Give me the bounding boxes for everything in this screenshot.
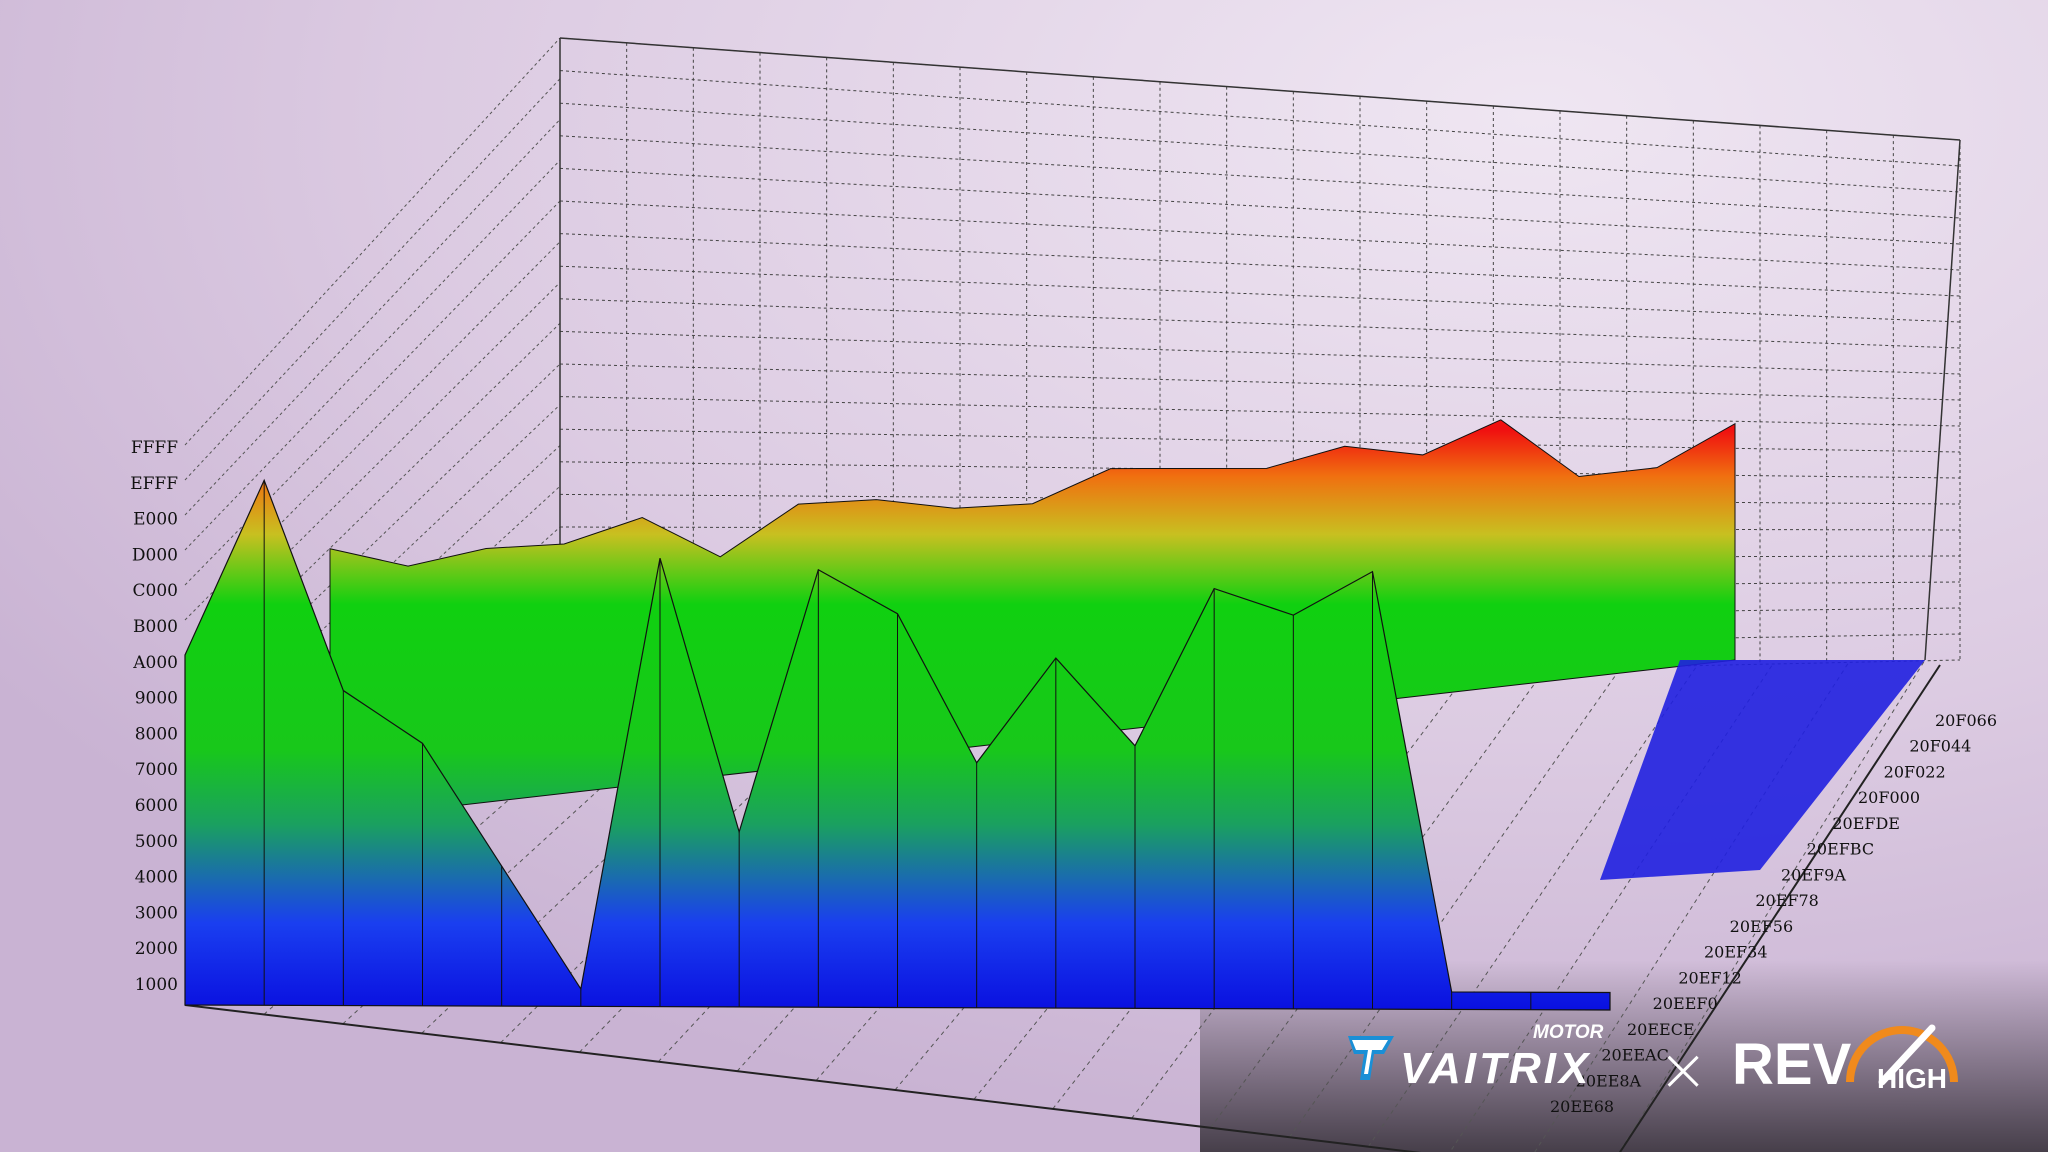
grid-line <box>559 396 1961 427</box>
y-tick-label: 20EF78 <box>1755 891 1819 910</box>
grid-line <box>1367 664 1698 1147</box>
vaitrix-wordmark: VAITRIX <box>1400 1044 1591 1093</box>
z-tick-label: 2000 <box>135 939 178 959</box>
y-tick-label: 20EEF0 <box>1653 994 1718 1013</box>
grid-line <box>184 159 561 551</box>
axis-line <box>559 37 1961 141</box>
y-tick-label: 20F066 <box>1935 711 1997 730</box>
z-tick-label: 5000 <box>135 832 178 852</box>
y-tick-label: 20EF12 <box>1678 968 1742 987</box>
z-tick-label: 1000 <box>135 975 178 995</box>
y-tick-label: 20EECE <box>1627 1020 1695 1039</box>
y-tick-label: 20EF9A <box>1781 865 1846 884</box>
z-tick-label: 4000 <box>135 868 178 888</box>
vaitrix-emblem-icon <box>1348 1036 1394 1080</box>
z-tick-label: B000 <box>133 617 178 637</box>
y-tick-label: 20F022 <box>1884 762 1946 781</box>
grid-line <box>184 37 561 446</box>
z-tick-label: 3000 <box>135 903 178 923</box>
axis-line <box>184 1004 1422 1152</box>
grid-line <box>1618 659 1926 1152</box>
collab-separator: × <box>1658 1035 1708 1105</box>
grid-line <box>1449 663 1774 1152</box>
grid-line <box>184 119 561 516</box>
z-axis-ticks: 1000 2000 3000 4000 5000 6000 7000 8000 9000 A000… <box>130 438 178 995</box>
z-tick-label: 7000 <box>135 760 178 780</box>
vaitrix-logo: MOTOR VAITRIX × <box>1348 1022 1708 1105</box>
z-tick-label: A000 <box>132 653 178 673</box>
axis-line <box>1924 139 1961 661</box>
y-tick-label: 20EF56 <box>1730 917 1794 936</box>
z-tick-label: 6000 <box>135 796 178 816</box>
z-tick-label: E000 <box>133 510 178 530</box>
axis-line <box>1618 664 1941 1152</box>
grid-line <box>1210 668 1547 1129</box>
gauge-icon <box>1846 1024 1958 1086</box>
grid-line <box>1289 666 1623 1138</box>
y-tick-label: 20EF34 <box>1704 943 1768 962</box>
vaitrix-prefix: MOTOR <box>1533 1022 1604 1043</box>
z-tick-label: C000 <box>133 581 178 601</box>
z-tick-label: 9000 <box>135 689 178 709</box>
y-tick-label: 20F044 <box>1909 737 1971 756</box>
high-wordmark: HIGH <box>1877 1063 1947 1094</box>
revhigh-logo: REV HIGH <box>1732 1024 1958 1097</box>
surface-floor-zero <box>1600 660 1925 880</box>
rev-wordmark: REV <box>1732 1032 1852 1097</box>
y-tick-label: 20F000 <box>1858 788 1920 807</box>
y-tick-label: 20EE8A <box>1576 1071 1642 1090</box>
z-tick-label: D000 <box>132 545 178 565</box>
z-tick-label: 8000 <box>135 724 178 744</box>
grid-line <box>184 241 561 621</box>
y-tick-label: 20EEAC <box>1601 1046 1669 1065</box>
y-tick-label: 20EE68 <box>1550 1097 1614 1116</box>
y-tick-label: 20EFDE <box>1832 814 1900 833</box>
y-tick-label: 20EFBC <box>1807 840 1874 859</box>
grid-line <box>184 78 561 481</box>
z-tick-label: FFFF <box>131 438 178 458</box>
surface-plot <box>184 419 1925 1011</box>
y-axis-ticks: 20EE68 20EE8A 20EEAC 20EECE 20EEF0 20EF12 20EF… <box>1550 711 1997 1116</box>
grid-line <box>184 282 561 656</box>
z-tick-label: EFFF <box>130 474 178 494</box>
